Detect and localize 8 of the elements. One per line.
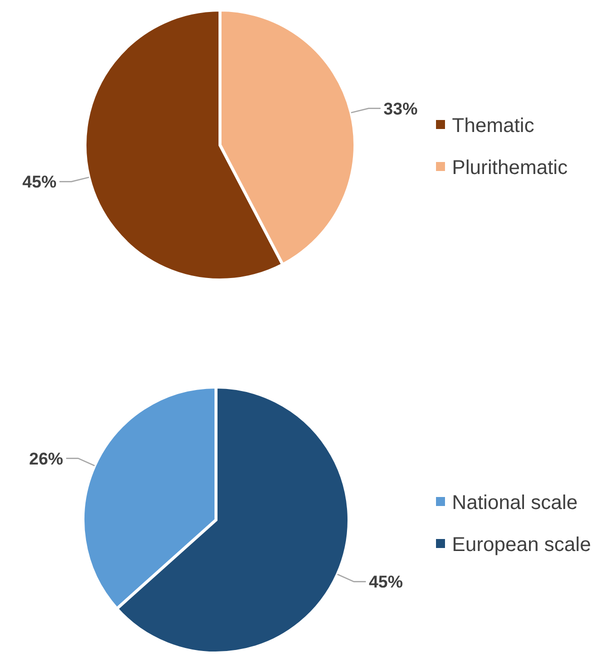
legend-label: Plurithematic [452, 157, 568, 179]
data-label: 45% [368, 572, 403, 592]
data-label: 33% [384, 99, 418, 118]
data-label: 45% [22, 172, 56, 192]
legend-label: Thematic [452, 115, 534, 137]
legend-label: National scale [452, 492, 578, 514]
legend-label: European scale [452, 534, 591, 556]
data-label: 26% [29, 449, 64, 468]
